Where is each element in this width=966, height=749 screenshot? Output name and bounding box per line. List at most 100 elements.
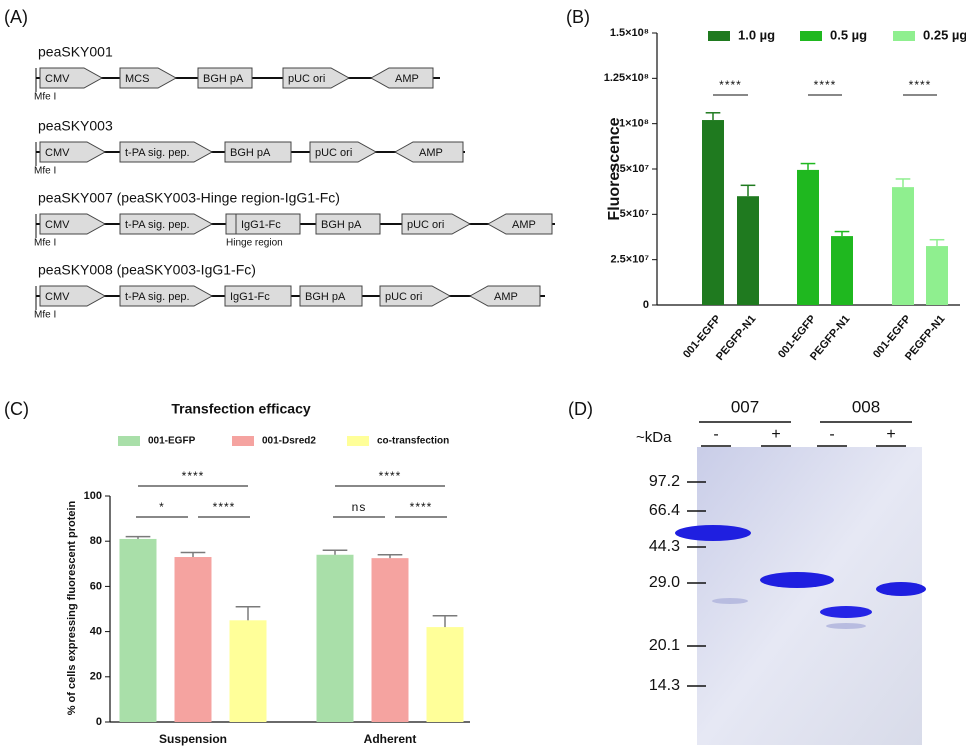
marker-label: 20.1 — [649, 637, 680, 654]
y-tick-label: 100 — [84, 490, 102, 502]
legend-swatch — [347, 436, 369, 446]
y-tick-label: 1.5×10⁸ — [610, 27, 649, 39]
plasmid-element — [401, 213, 472, 235]
significance-label: **** — [213, 500, 236, 514]
plasmid-element — [379, 285, 452, 307]
y-tick-label: 20 — [90, 671, 102, 683]
plasmid-element — [393, 141, 464, 163]
hinge-box — [225, 213, 237, 235]
gel-image — [697, 447, 922, 745]
y-axis-label: Fluorescence — [606, 117, 623, 220]
panel-label: (C) — [4, 399, 29, 419]
bar — [426, 627, 464, 722]
plasmid-element — [197, 67, 253, 89]
y-tick-label: 0 — [96, 716, 102, 728]
bar — [702, 120, 724, 305]
bar — [737, 196, 759, 305]
marker-label: 29.0 — [649, 574, 680, 591]
marker-label: 97.2 — [649, 473, 680, 490]
element-label: pUC ori — [385, 291, 422, 303]
legend-label: 0.5 µg — [830, 27, 867, 42]
bar — [371, 558, 409, 722]
site-label: Mfe I — [34, 238, 56, 249]
bar — [174, 557, 212, 722]
significance-label: **** — [719, 78, 742, 92]
element-label: BGH pA — [305, 291, 346, 303]
plasmid-element — [39, 213, 107, 235]
plasmid-element — [486, 213, 553, 235]
plasmid-element — [119, 285, 214, 307]
y-tick-label: 60 — [90, 580, 102, 592]
lane-sample: 008 — [852, 397, 880, 416]
lane-treatment: - — [713, 426, 718, 443]
element-label: t-PA sig. pep. — [125, 147, 190, 159]
unit-label: ~kDa — [636, 429, 672, 446]
y-tick-label: 1.25×10⁸ — [604, 72, 649, 84]
significance-label: **** — [909, 78, 932, 92]
lane-treatment: + — [771, 426, 780, 443]
legend-swatch — [800, 31, 822, 41]
legend-swatch — [708, 31, 730, 41]
note-label: Hinge region — [226, 238, 283, 249]
bar — [892, 187, 914, 305]
plasmid-element — [309, 141, 378, 163]
chart-title: Transfection efficacy — [171, 401, 310, 417]
plasmid-element — [224, 141, 292, 163]
lane-treatment: + — [886, 426, 895, 443]
y-tick-label: 2.5×10⁷ — [611, 254, 650, 266]
bar — [119, 538, 157, 722]
element-label: AMP — [395, 73, 419, 85]
y-tick-label: 80 — [90, 535, 102, 547]
element-label: t-PA sig. pep. — [125, 219, 190, 231]
significance-label: * — [159, 500, 165, 514]
gel-band — [760, 572, 834, 588]
plasmid-element — [369, 67, 434, 89]
element-label: CMV — [45, 147, 70, 159]
legend-swatch — [232, 436, 254, 446]
marker-label: 44.3 — [649, 538, 680, 555]
plasmid-element — [235, 213, 301, 235]
plasmid-title: peaSKY008 (peaSKY003-IgG1-Fc) — [38, 262, 256, 278]
site-label: Mfe I — [34, 92, 56, 103]
legend-swatch — [118, 436, 140, 446]
bar — [797, 169, 819, 305]
plasmid-element — [224, 285, 292, 307]
legend-label: 001-EGFP — [148, 436, 196, 447]
element-label: BGH pA — [203, 73, 244, 85]
bar — [926, 246, 948, 305]
y-tick-label: 7.5×10⁷ — [611, 163, 650, 175]
plasmid-element — [119, 67, 178, 89]
plasmid-title: peaSKY003 — [38, 118, 113, 134]
element-label: CMV — [45, 73, 70, 85]
element-label: MCS — [125, 73, 149, 85]
significance-label: **** — [410, 500, 433, 514]
gel-band — [712, 598, 748, 604]
y-axis-label: % of cells expressing fluorescent protei… — [66, 500, 78, 715]
y-tick-label: 1×10⁸ — [619, 118, 649, 130]
plasmid-element — [282, 67, 351, 89]
element-label: BGH pA — [321, 219, 362, 231]
plasmid-element — [315, 213, 381, 235]
x-tick-label: Adherent — [364, 732, 417, 746]
element-label: pUC ori — [315, 147, 352, 159]
plasmid-element — [299, 285, 363, 307]
element-label: IgG1-Fc — [241, 219, 281, 231]
element-label: IgG1-Fc — [230, 291, 270, 303]
lane-treatment: - — [829, 426, 834, 443]
y-tick-label: 40 — [90, 626, 102, 638]
bar — [316, 554, 354, 722]
plasmid-title: peaSKY007 (peaSKY003-Hinge region-IgG1-F… — [38, 190, 340, 206]
x-tick-label: Suspension — [159, 732, 227, 746]
panel-label: (A) — [4, 7, 28, 27]
plasmid-element — [39, 141, 107, 163]
legend-label: 0.25 µg — [923, 27, 966, 42]
y-tick-label: 0 — [643, 299, 649, 311]
element-label: t-PA sig. pep. — [125, 291, 190, 303]
plasmid-element — [119, 213, 214, 235]
gel-band — [675, 525, 751, 541]
significance-label: ns — [352, 500, 367, 514]
plasmid-title: peaSKY001 — [38, 44, 113, 60]
element-label: pUC ori — [407, 219, 444, 231]
marker-label: 66.4 — [649, 502, 680, 519]
